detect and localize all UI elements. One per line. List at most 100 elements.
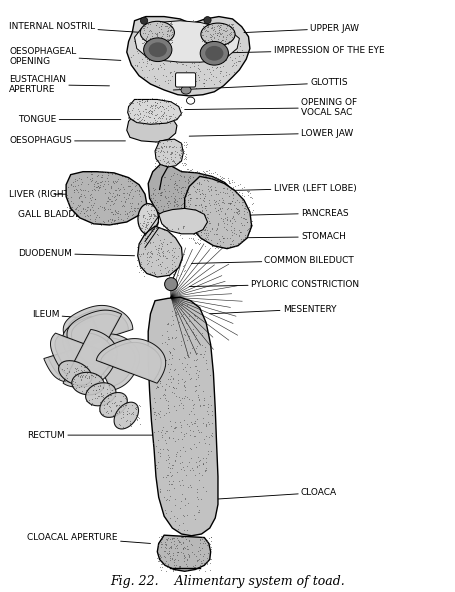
Point (154, 33, 162, 42)
Point (71, 369, 78, 379)
Point (122, 400, 130, 410)
Point (140, 238, 147, 247)
Point (170, 141, 177, 150)
Point (79, 370, 86, 379)
Point (160, 551, 167, 561)
Point (218, 28, 226, 38)
Point (169, 104, 177, 113)
Point (165, 38, 172, 48)
Point (167, 17, 174, 27)
Point (192, 220, 200, 229)
Point (150, 37, 157, 47)
Point (89, 386, 96, 395)
Point (180, 171, 187, 181)
Point (147, 209, 155, 218)
Polygon shape (101, 342, 161, 381)
Point (111, 397, 118, 407)
Point (222, 28, 230, 38)
Point (138, 34, 146, 44)
Point (198, 414, 206, 423)
Point (172, 142, 179, 152)
Point (100, 382, 107, 392)
Point (153, 30, 161, 39)
Point (190, 431, 197, 440)
Point (75, 365, 82, 375)
Point (167, 72, 175, 81)
Point (177, 152, 184, 161)
Point (181, 204, 188, 213)
Point (199, 482, 207, 492)
Point (94, 170, 101, 180)
Point (189, 400, 197, 410)
Point (243, 201, 250, 211)
Point (199, 170, 207, 179)
Point (190, 510, 197, 520)
Point (195, 65, 202, 74)
Point (187, 191, 195, 200)
Point (113, 208, 120, 217)
Point (144, 208, 152, 217)
Point (151, 373, 158, 382)
Point (155, 550, 162, 559)
Point (131, 110, 138, 119)
Point (107, 196, 115, 205)
Point (134, 199, 142, 208)
Point (159, 139, 167, 148)
Point (148, 107, 155, 117)
Point (209, 25, 216, 34)
Point (204, 417, 212, 426)
Point (178, 300, 185, 309)
Point (150, 376, 157, 385)
Point (218, 213, 226, 223)
Point (178, 220, 185, 229)
Point (180, 154, 187, 163)
Point (149, 183, 157, 192)
Point (152, 73, 159, 83)
Point (191, 471, 198, 480)
Point (196, 561, 203, 570)
Point (158, 534, 165, 543)
Point (140, 72, 147, 82)
Point (190, 220, 197, 229)
Point (72, 176, 79, 185)
Point (194, 18, 201, 28)
Point (95, 179, 102, 188)
Point (243, 231, 250, 241)
Point (193, 216, 200, 226)
Point (157, 542, 164, 552)
Point (77, 361, 84, 371)
Point (202, 226, 210, 235)
Point (65, 197, 72, 207)
Point (236, 38, 243, 47)
Point (195, 191, 202, 201)
Point (180, 249, 187, 258)
Point (229, 60, 236, 69)
Point (150, 114, 157, 123)
Point (154, 369, 162, 379)
Point (228, 34, 236, 44)
Point (191, 418, 198, 427)
Point (172, 560, 179, 570)
Point (227, 23, 234, 33)
Point (74, 205, 81, 215)
Point (219, 190, 227, 200)
Point (198, 24, 205, 33)
Point (182, 159, 190, 169)
Point (153, 382, 161, 392)
Point (139, 268, 147, 277)
Point (159, 111, 166, 120)
Point (92, 385, 100, 394)
Point (213, 218, 221, 228)
Point (203, 205, 210, 214)
Point (154, 33, 161, 42)
Point (151, 211, 158, 220)
Point (167, 311, 175, 320)
Point (165, 31, 172, 41)
Point (198, 202, 205, 212)
Point (191, 201, 198, 210)
Point (163, 485, 170, 495)
Point (168, 263, 176, 272)
Point (214, 200, 221, 210)
Point (166, 50, 173, 59)
Point (195, 201, 202, 210)
